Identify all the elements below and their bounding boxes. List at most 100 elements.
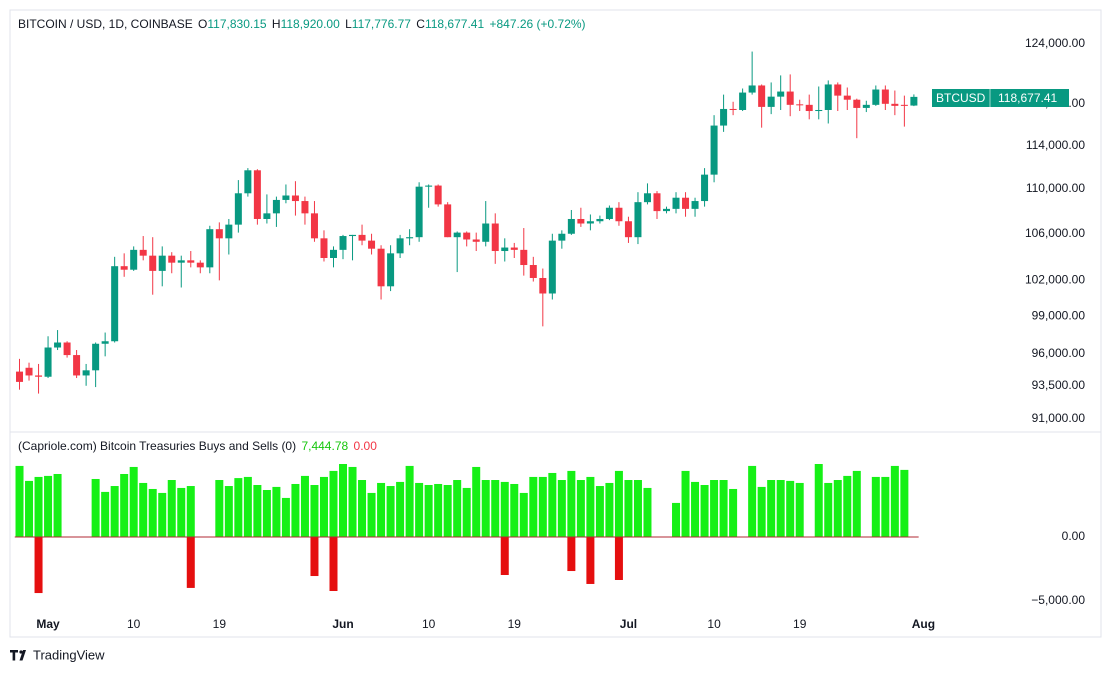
histogram-bar: [415, 482, 424, 537]
candle-body: [111, 266, 119, 342]
indicator-sells: 0.00: [354, 439, 378, 453]
candle-body: [777, 91, 785, 97]
histogram-bar: [614, 470, 623, 537]
close-label: C: [416, 17, 425, 31]
indicator-buys: 7,444.78: [301, 439, 348, 453]
candle-body: [377, 248, 385, 287]
histogram-bar: [329, 470, 338, 537]
histogram-bar: [576, 480, 585, 537]
x-tick-label: 19: [508, 617, 522, 631]
x-tick-label: Jul: [620, 617, 637, 631]
histogram-bar: [548, 472, 557, 537]
histogram-bar: [881, 476, 890, 537]
price-label-box: [932, 89, 1069, 107]
candle-body: [805, 104, 813, 112]
histogram-bar: [890, 465, 899, 537]
histogram-bar: [272, 486, 281, 537]
histogram-bar: [595, 486, 604, 537]
histogram-bar: [691, 481, 700, 537]
candle-body: [463, 232, 471, 240]
candle-body: [910, 96, 918, 106]
histogram-bar: [110, 486, 119, 537]
brand-logo-dot: [19, 650, 23, 654]
candle-body: [501, 247, 509, 252]
candle-body: [92, 343, 100, 371]
candle-body: [529, 265, 537, 278]
histogram-bar: [443, 485, 452, 537]
candle-body: [349, 234, 357, 237]
candle-body: [263, 213, 271, 219]
candle-body: [329, 249, 337, 258]
candle-body: [120, 266, 128, 270]
candle-body: [720, 108, 728, 126]
histogram-bar: [453, 480, 462, 537]
candle-body: [663, 208, 671, 212]
histogram-bar: [510, 483, 519, 537]
histogram-bar: [519, 492, 528, 537]
histogram-bar: [500, 481, 509, 537]
candle-body: [634, 202, 642, 238]
high-label: H: [272, 17, 281, 31]
candle-body: [482, 223, 490, 242]
histogram-bar: [53, 473, 62, 537]
histogram-bar: [500, 536, 509, 576]
histogram-bar: [424, 485, 433, 537]
x-tick-label: 19: [213, 617, 227, 631]
candle-body: [244, 170, 252, 194]
candle-body: [130, 249, 138, 270]
legend-header: BITCOIN / USD, 1D, COINBASE O117,830.15 …: [18, 17, 586, 31]
candle-body: [444, 204, 452, 238]
candle-body: [63, 342, 71, 356]
candle-body: [396, 238, 404, 254]
histogram-bar: [177, 487, 186, 537]
candle-body: [510, 247, 518, 250]
candle-body: [872, 89, 880, 105]
histogram-bar: [44, 475, 53, 537]
histogram-bar: [215, 480, 224, 537]
candle-body: [577, 218, 585, 224]
price-label-symbol: BTCUSD: [936, 91, 986, 105]
candle-body: [282, 195, 290, 200]
histogram-bar: [34, 476, 43, 537]
candle-body: [25, 367, 33, 376]
histogram-bar: [700, 485, 709, 537]
candle-body: [320, 238, 328, 258]
indicator-name: (Capriole.com) Bitcoin Treasuries Buys a…: [18, 439, 296, 453]
brand-logo: [10, 650, 26, 661]
candle-body: [425, 185, 433, 187]
histogram-bar: [710, 480, 719, 537]
candle-body: [862, 104, 870, 108]
histogram-bar: [281, 497, 290, 537]
candle-body: [853, 99, 861, 108]
histogram-bar: [481, 480, 490, 537]
y-tick-label: −5,000.00: [1031, 593, 1085, 607]
histogram-bar: [672, 502, 681, 537]
y-tick-label: 99,000.00: [1032, 309, 1086, 323]
y-tick-label: 114,000.00: [1026, 138, 1085, 152]
candle-body: [758, 85, 766, 107]
histogram-bar: [434, 483, 443, 537]
indicator-header: (Capriole.com) Bitcoin Treasuries Buys a…: [18, 439, 377, 453]
histogram-bar: [158, 492, 167, 537]
candle-body: [701, 174, 709, 202]
histogram-bar: [795, 482, 804, 537]
histogram-bar: [101, 491, 110, 537]
histogram-bar: [120, 473, 129, 537]
brand-name: TradingView: [33, 647, 105, 662]
histogram-bar: [786, 480, 795, 537]
histogram-bar: [15, 465, 24, 537]
candle-body: [215, 229, 223, 239]
histogram-bar: [567, 470, 576, 537]
candle-body: [605, 207, 613, 219]
histogram-bar: [529, 476, 538, 537]
candle-body: [672, 197, 680, 209]
candle-body: [73, 355, 81, 376]
histogram-bar: [491, 480, 500, 537]
low-value: 117,776.77: [352, 17, 411, 31]
candle-body: [187, 260, 195, 263]
histogram-bar: [348, 466, 357, 537]
high-value: 118,920.00: [281, 17, 340, 31]
histogram-bar: [186, 486, 195, 537]
histogram-bar: [262, 489, 271, 537]
